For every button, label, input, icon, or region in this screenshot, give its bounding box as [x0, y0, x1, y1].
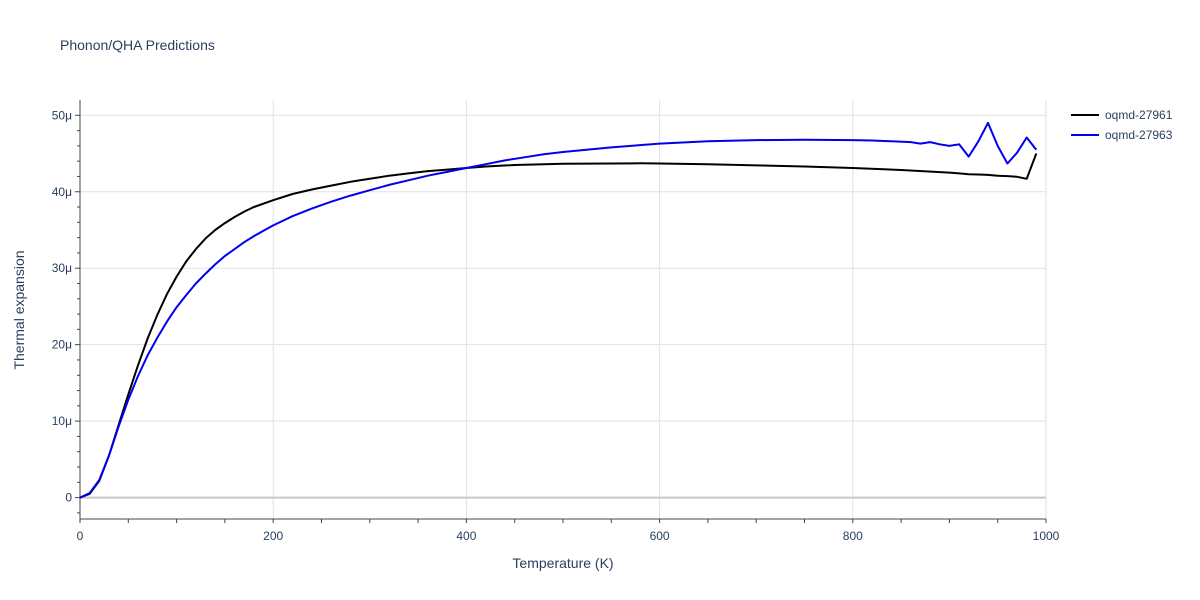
grid-lines [80, 100, 1047, 519]
x-tick-label: 0 [77, 529, 84, 543]
series-group [79, 121, 1038, 499]
y-axis-ticks: 0 10μ 20μ 30μ 40μ 50μ [52, 108, 80, 514]
y-axis-title: Thermal expansion [11, 250, 27, 369]
chart-title: Phonon/QHA Predictions [60, 37, 215, 53]
legend-label[interactable]: oqmd-27961 [1105, 108, 1173, 122]
y-tick-label: 40μ [52, 185, 72, 199]
series-line-oqmd-27961 [79, 153, 1038, 499]
y-tick-label: 10μ [52, 414, 72, 428]
series-line-oqmd-27963 [79, 121, 1038, 499]
x-tick-label: 400 [456, 529, 476, 543]
y-tick-label: 20μ [52, 338, 72, 352]
y-tick-label: 0 [65, 491, 72, 505]
legend: oqmd-27961 oqmd-27963 [1071, 108, 1173, 142]
y-tick-label: 30μ [52, 261, 72, 275]
x-axis-ticks: 0 200 400 600 800 1000 [77, 519, 1060, 543]
x-tick-label: 600 [650, 529, 670, 543]
y-tick-label: 50μ [52, 108, 72, 122]
x-tick-label: 800 [843, 529, 863, 543]
x-tick-label: 1000 [1033, 529, 1060, 543]
legend-label[interactable]: oqmd-27963 [1105, 128, 1173, 142]
x-tick-label: 200 [263, 529, 283, 543]
x-axis-title: Temperature (K) [512, 555, 613, 571]
